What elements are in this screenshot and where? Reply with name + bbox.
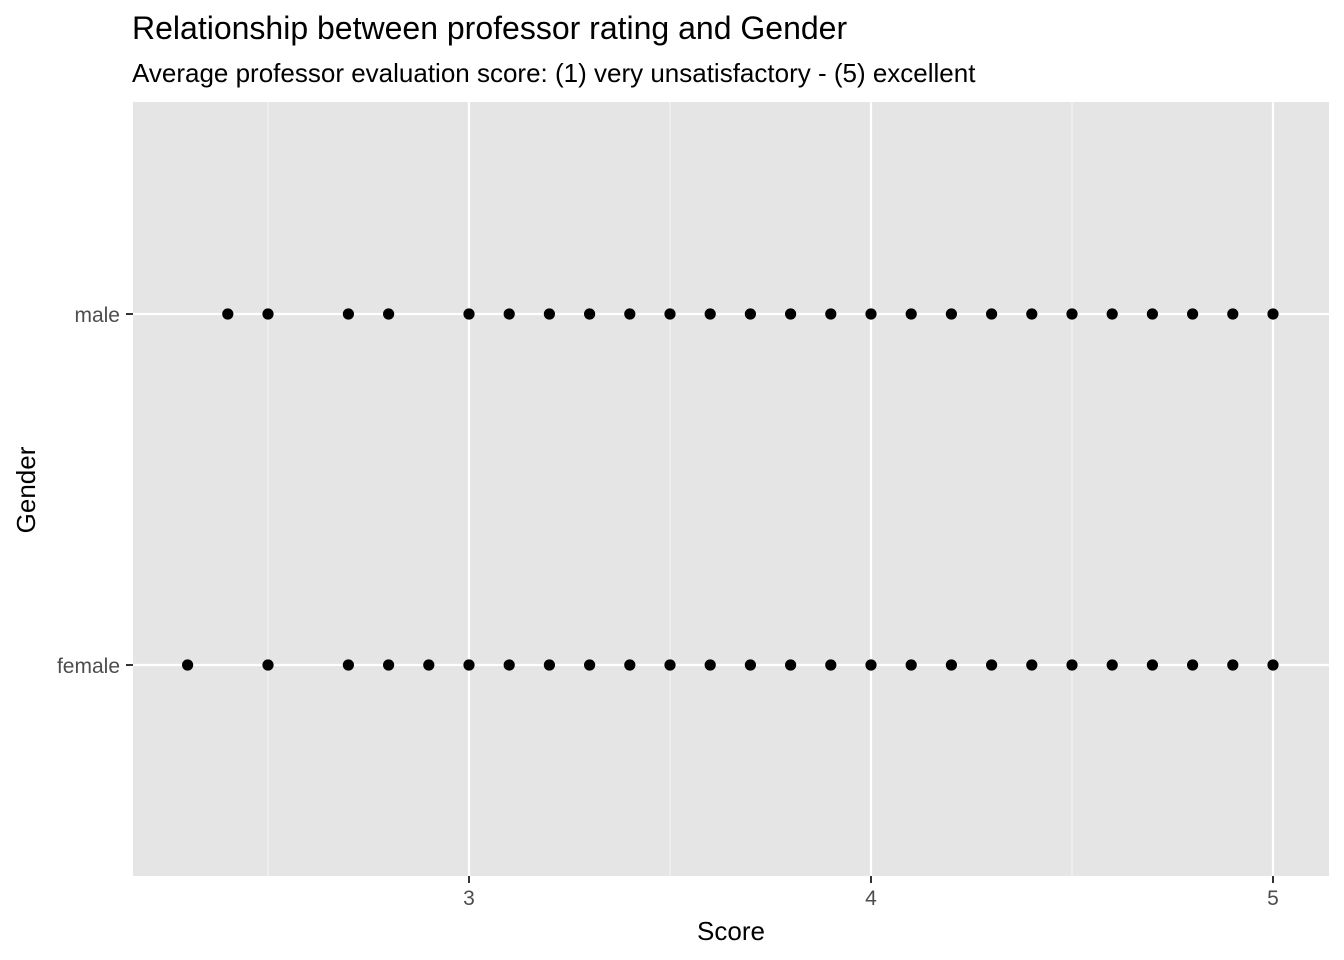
data-point-female — [503, 659, 515, 671]
data-point-female — [1187, 659, 1199, 671]
data-point-male — [945, 308, 958, 320]
y-tick-label-male: male — [74, 304, 120, 327]
data-point-male — [1106, 308, 1118, 320]
x-tick-label: 3 — [463, 887, 475, 910]
data-point-male — [383, 308, 395, 320]
data-point-female — [1227, 659, 1239, 671]
data-point-male — [222, 308, 234, 320]
data-point-male — [744, 308, 757, 320]
data-point-female — [423, 659, 435, 671]
data-point-female — [543, 659, 556, 671]
chart-subtitle: Average professor evaluation score: (1) … — [132, 58, 976, 88]
data-point-female — [1146, 659, 1158, 671]
data-point-male — [1066, 308, 1078, 320]
data-point-male — [986, 308, 998, 320]
data-point-female — [463, 659, 475, 671]
plot-panel — [133, 102, 1329, 876]
data-point-female — [342, 659, 354, 671]
major-gridlines-x — [467, 102, 1275, 876]
data-point-male — [1146, 308, 1158, 320]
data-point-male — [905, 308, 917, 320]
data-point-male — [1026, 308, 1038, 320]
data-point-male — [1267, 308, 1279, 320]
data-point-male — [1227, 308, 1239, 320]
data-point-female — [383, 659, 395, 671]
y-axis-title: Gender — [11, 446, 41, 533]
data-point-female — [664, 659, 676, 671]
data-point-female — [825, 659, 837, 671]
data-point-female — [262, 659, 274, 671]
x-axis: 3 4 5 — [463, 876, 1279, 910]
data-point-male — [704, 308, 716, 320]
data-point-female — [1066, 659, 1078, 671]
x-tick-label: 5 — [1267, 887, 1279, 910]
chart-title: Relationship between professor rating an… — [132, 10, 848, 46]
data-point-female — [1267, 659, 1279, 671]
data-point-female — [624, 659, 636, 671]
major-gridlines-y — [133, 312, 1329, 667]
y-axis: female male — [57, 304, 133, 678]
data-point-female — [945, 659, 958, 671]
data-point-male — [624, 308, 636, 320]
data-points — [182, 308, 1279, 671]
data-point-male — [865, 308, 877, 320]
data-point-male — [584, 308, 596, 320]
minor-gridlines-x — [267, 102, 1073, 876]
data-point-male — [664, 308, 676, 320]
data-point-female — [986, 659, 998, 671]
data-point-female — [182, 659, 194, 671]
data-point-male — [785, 308, 797, 320]
data-point-female — [744, 659, 757, 671]
data-point-male — [262, 308, 274, 320]
data-point-female — [785, 659, 797, 671]
data-point-male — [825, 308, 837, 320]
data-point-female — [905, 659, 917, 671]
data-point-male — [503, 308, 515, 320]
x-tick-label: 4 — [865, 887, 877, 910]
y-tick-label-female: female — [57, 655, 120, 678]
x-axis-title: Score — [697, 916, 765, 946]
data-point-female — [865, 659, 877, 671]
data-point-female — [704, 659, 716, 671]
data-point-female — [584, 659, 596, 671]
data-point-female — [1106, 659, 1118, 671]
data-point-male — [463, 308, 475, 320]
data-point-female — [1026, 659, 1038, 671]
data-point-male — [1187, 308, 1199, 320]
data-point-male — [342, 308, 354, 320]
data-point-male — [543, 308, 556, 320]
